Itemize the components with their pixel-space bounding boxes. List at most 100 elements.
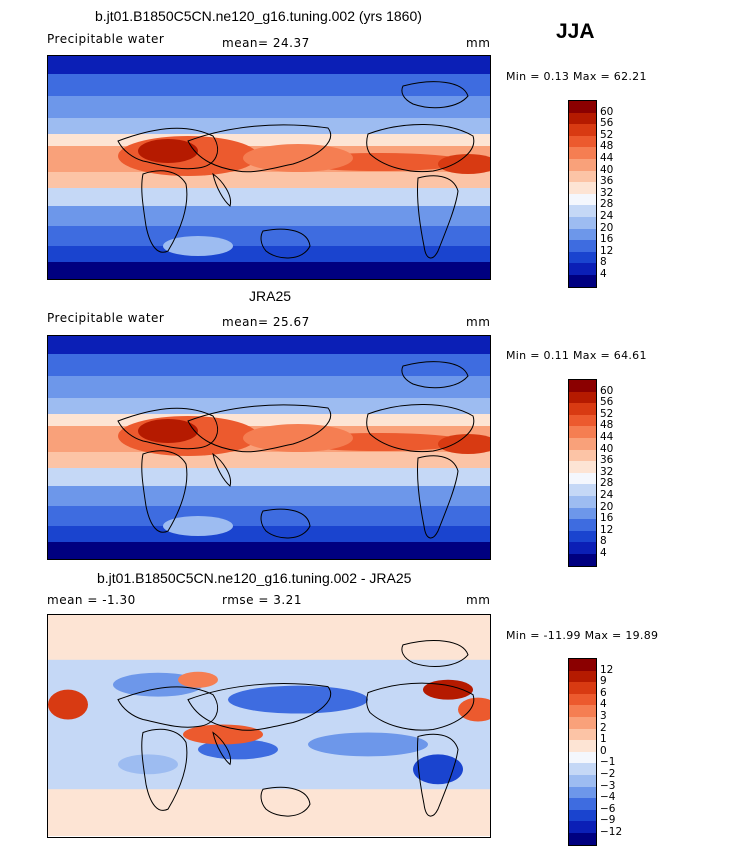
colorbar-tick-label: 56 [600, 396, 614, 409]
colorbar-tick-label: 4 [600, 547, 607, 559]
panel1-title: b.jt01.B1850C5CN.ne120_g16.tuning.002 (y… [95, 8, 422, 24]
colorbar-swatch [569, 716, 596, 729]
colorbar-swatch [569, 449, 596, 462]
colorbar-swatch [569, 205, 596, 217]
colorbar-swatch [569, 530, 596, 543]
contour-field [48, 56, 490, 279]
colorbar-tick-label: 36 [600, 175, 614, 188]
panel1-variable-label: Precipitable water [47, 32, 165, 46]
continent-outlines [117, 361, 475, 539]
colorbar-swatch [569, 542, 596, 554]
colorbar-swatch [569, 274, 596, 287]
season-label: JJA [556, 20, 595, 43]
panel3-mean-label: mean = -1.30 [47, 593, 136, 607]
colorbar-tick-label: 12 [600, 523, 614, 536]
colorbar-tick-label: 2 [600, 721, 607, 734]
colorbar-swatch [569, 728, 596, 741]
colorbar-swatch [569, 251, 596, 264]
colorbar-swatch [569, 507, 596, 520]
panel2-variable-label: Precipitable water [47, 311, 165, 325]
colorbar-swatch [569, 751, 596, 764]
colorbar-tick-label: 28 [600, 477, 614, 490]
panel1-minmax: Min = 0.13 Max = 62.21 [506, 70, 647, 83]
contour-field [48, 615, 490, 837]
panel2-mean-label: mean= 25.67 [222, 315, 310, 329]
panel3-minmax: Min = -11.99 Max = 19.89 [506, 629, 659, 642]
colorbar-tick-label: 44 [600, 431, 614, 443]
colorbar-tick-label: −3 [600, 779, 616, 792]
colorbar-tick-label: 48 [600, 140, 614, 153]
colorbar-swatch [569, 774, 596, 787]
colorbar-swatch [569, 740, 596, 752]
colorbar-swatch [569, 124, 596, 136]
colorbar-tick-label: 3 [600, 710, 607, 722]
colorbar-tick-label: −12 [600, 826, 623, 838]
colorbar-swatch [569, 228, 596, 241]
colorbar-swatch [569, 821, 596, 833]
colorbar-tick-label: 4 [600, 268, 607, 280]
colorbar-swatch [569, 391, 596, 404]
colorbar-swatch [569, 659, 596, 671]
panel3-title: b.jt01.B1850C5CN.ne120_g16.tuning.002 - … [97, 570, 412, 586]
colorbar-swatch [569, 135, 596, 148]
colorbar-tick-label: 40 [600, 163, 614, 176]
colorbar-tick-label: 52 [600, 407, 614, 420]
continent-outlines [117, 81, 475, 259]
colorbar-tick-label: 32 [600, 465, 614, 478]
colorbar-tick-label: 48 [600, 419, 614, 432]
colorbar-swatch [569, 240, 596, 252]
colorbar-tick-label: 1 [600, 733, 607, 746]
colorbar-swatch [569, 158, 596, 171]
colorbar-swatch [569, 461, 596, 473]
colorbar-tick-label: 20 [600, 221, 614, 234]
colorbar-tick-label: −1 [600, 756, 616, 769]
colorbar-swatch [569, 495, 596, 508]
colorbar-tick-label: 56 [600, 117, 614, 130]
colorbar-swatch [569, 182, 596, 194]
colorbar-swatches [568, 100, 597, 288]
colorbar-swatch [569, 112, 596, 125]
panel1-map [47, 55, 491, 280]
colorbar-swatch [569, 786, 596, 799]
colorbar-tick-label: 8 [600, 535, 607, 548]
colorbar-tick-label: 9 [600, 675, 607, 688]
colorbar-tick-label: 32 [600, 186, 614, 199]
colorbar-swatch [569, 170, 596, 183]
colorbar-tick-label: −9 [600, 814, 616, 827]
colorbar-swatch [569, 437, 596, 450]
colorbar-tick-label: 24 [600, 489, 614, 501]
colorbar-swatch [569, 403, 596, 415]
colorbar-swatches [568, 379, 597, 567]
colorbar-swatch [569, 147, 596, 159]
colorbar-swatch [569, 216, 596, 229]
colorbar-tick-label: 60 [600, 105, 614, 118]
panel1-units-label: mm [466, 36, 491, 50]
colorbar-tick-label: 8 [600, 256, 607, 269]
colorbar-swatch [569, 193, 596, 206]
colorbar-tick-label: 20 [600, 500, 614, 513]
colorbar-swatch [569, 798, 596, 810]
colorbar-swatch [569, 472, 596, 485]
panel2-minmax: Min = 0.11 Max = 64.61 [506, 349, 647, 362]
colorbar-tick-label: 52 [600, 128, 614, 141]
panel2-units-label: mm [466, 315, 491, 329]
colorbar-swatch [569, 101, 596, 113]
colorbar-swatch [569, 693, 596, 706]
colorbar-swatch [569, 705, 596, 717]
colorbar-tick-label: 40 [600, 442, 614, 455]
panel2-title: JRA25 [249, 288, 292, 304]
colorbar-tick-label: −2 [600, 768, 616, 780]
colorbar-tick-label: 12 [600, 244, 614, 257]
colorbar-tick-label: 12 [600, 663, 614, 676]
colorbar-tick-label: 24 [600, 210, 614, 222]
panel3-map [47, 614, 491, 838]
colorbar-swatch [569, 380, 596, 392]
colorbar-tick-label: 16 [600, 233, 614, 246]
panel1-mean-label: mean= 24.37 [222, 36, 310, 50]
colorbar-tick-label: 16 [600, 512, 614, 525]
colorbar-tick-label: 4 [600, 698, 607, 711]
colorbar-swatch [569, 519, 596, 531]
colorbar-swatch [569, 426, 596, 438]
colorbar-swatch [569, 809, 596, 822]
colorbar-swatch [569, 263, 596, 275]
